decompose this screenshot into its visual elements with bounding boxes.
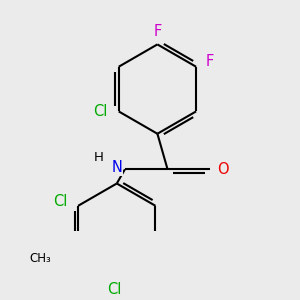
Text: N: N: [111, 160, 122, 175]
Text: H: H: [94, 151, 103, 164]
Text: Cl: Cl: [93, 104, 108, 119]
Text: F: F: [205, 54, 213, 69]
Text: F: F: [153, 24, 161, 39]
Text: O: O: [218, 162, 229, 177]
Text: Cl: Cl: [108, 282, 122, 297]
Text: CH₃: CH₃: [30, 252, 51, 265]
Text: Cl: Cl: [52, 194, 67, 209]
